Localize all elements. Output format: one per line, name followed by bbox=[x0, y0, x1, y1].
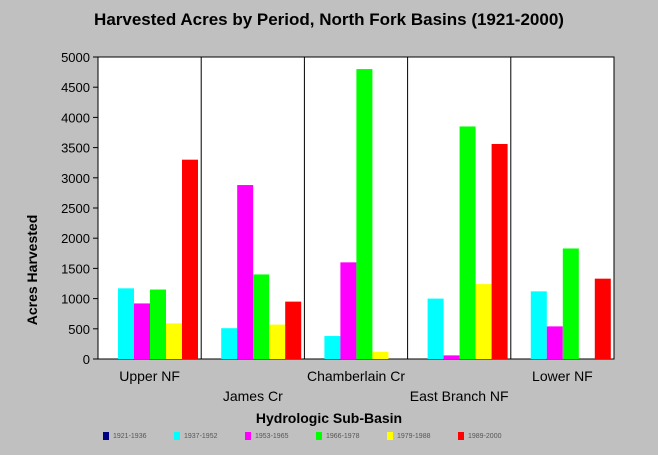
bar-1953-1965-east-branch-nf bbox=[443, 355, 460, 359]
y-tick-label: 4000 bbox=[61, 110, 90, 125]
bar-1979-1988-upper-nf bbox=[166, 323, 182, 359]
legend-label: 1937-1952 bbox=[184, 432, 218, 440]
bar-1953-1965-lower-nf bbox=[546, 326, 563, 359]
x-axis-label: Hydrologic Sub-Basin bbox=[255, 410, 403, 426]
bar-1937-1952-chamberlain-cr bbox=[324, 336, 341, 359]
y-tick-label: 2000 bbox=[61, 231, 90, 246]
bar-1979-1988-east-branch-nf bbox=[475, 284, 492, 359]
legend: 1921-1936 1937-1952 1953-1965 1966-1978 1979… bbox=[103, 430, 529, 442]
bar-1979-1988-chamberlain-cr bbox=[372, 351, 389, 359]
bar-1937-1952-lower-nf bbox=[530, 291, 547, 359]
legend-entry: 1953-1965 bbox=[245, 430, 316, 442]
x-tick-label: Lower NF bbox=[532, 368, 593, 384]
legend-swatch bbox=[245, 432, 251, 440]
x-tick-label: Upper NF bbox=[119, 368, 180, 384]
legend-swatch bbox=[387, 432, 393, 440]
y-tick-label: 500 bbox=[68, 322, 90, 337]
legend-swatch bbox=[316, 432, 322, 440]
bar-1966-1978-east-branch-nf bbox=[459, 126, 476, 360]
bar-1989-2000-east-branch-nf bbox=[491, 143, 508, 359]
legend-label: 1979-1988 bbox=[397, 432, 431, 440]
y-tick-label: 5000 bbox=[61, 50, 90, 65]
y-tick-label: 2500 bbox=[61, 201, 90, 216]
x-tick-label: Chamberlain Cr bbox=[307, 368, 405, 384]
bar-1989-2000-lower-nf bbox=[594, 278, 611, 359]
bar-1937-1952-james-cr bbox=[221, 328, 238, 359]
legend-entry: 1921-1936 bbox=[103, 430, 174, 442]
bar-1953-1965-chamberlain-cr bbox=[340, 262, 357, 359]
bar-1953-1965-upper-nf bbox=[134, 303, 150, 359]
legend-entry: 1989-2000 bbox=[458, 430, 529, 442]
y-tick-label: 4500 bbox=[61, 80, 90, 95]
legend-label: 1989-2000 bbox=[468, 432, 502, 440]
legend-swatch bbox=[458, 432, 464, 440]
x-tick-label: James Cr bbox=[223, 388, 283, 404]
y-tick-label: 1500 bbox=[61, 261, 90, 276]
bar-1966-1978-upper-nf bbox=[150, 289, 166, 359]
y-tick-label: 0 bbox=[83, 352, 90, 367]
legend-entry: 1979-1988 bbox=[387, 430, 458, 442]
bar-1989-2000-james-cr bbox=[285, 301, 302, 359]
bar-1966-1978-chamberlain-cr bbox=[356, 69, 373, 359]
bar-1966-1978-lower-nf bbox=[562, 248, 579, 359]
legend-entry: 1966-1978 bbox=[316, 430, 387, 442]
bar-1937-1952-east-branch-nf bbox=[427, 298, 444, 359]
legend-entry: 1937-1952 bbox=[174, 430, 245, 442]
bar-1937-1952-upper-nf bbox=[118, 288, 134, 359]
bar-1989-2000-upper-nf bbox=[182, 159, 198, 359]
y-tick-label: 1000 bbox=[61, 292, 90, 307]
chart-title: Harvested Acres by Period, North Fork Ba… bbox=[94, 10, 564, 29]
legend-label: 1966-1978 bbox=[326, 432, 360, 440]
y-tick-label: 3500 bbox=[61, 141, 90, 156]
legend-swatch bbox=[174, 432, 180, 440]
bar-1953-1965-james-cr bbox=[237, 185, 254, 359]
legend-label: 1921-1936 bbox=[113, 432, 147, 440]
bar-1979-1988-james-cr bbox=[269, 324, 286, 359]
legend-label: 1953-1965 bbox=[255, 432, 289, 440]
y-tick-label: 3000 bbox=[61, 171, 90, 186]
bar-1966-1978-james-cr bbox=[253, 274, 270, 359]
legend-swatch bbox=[103, 432, 109, 440]
x-tick-label: East Branch NF bbox=[410, 388, 509, 404]
